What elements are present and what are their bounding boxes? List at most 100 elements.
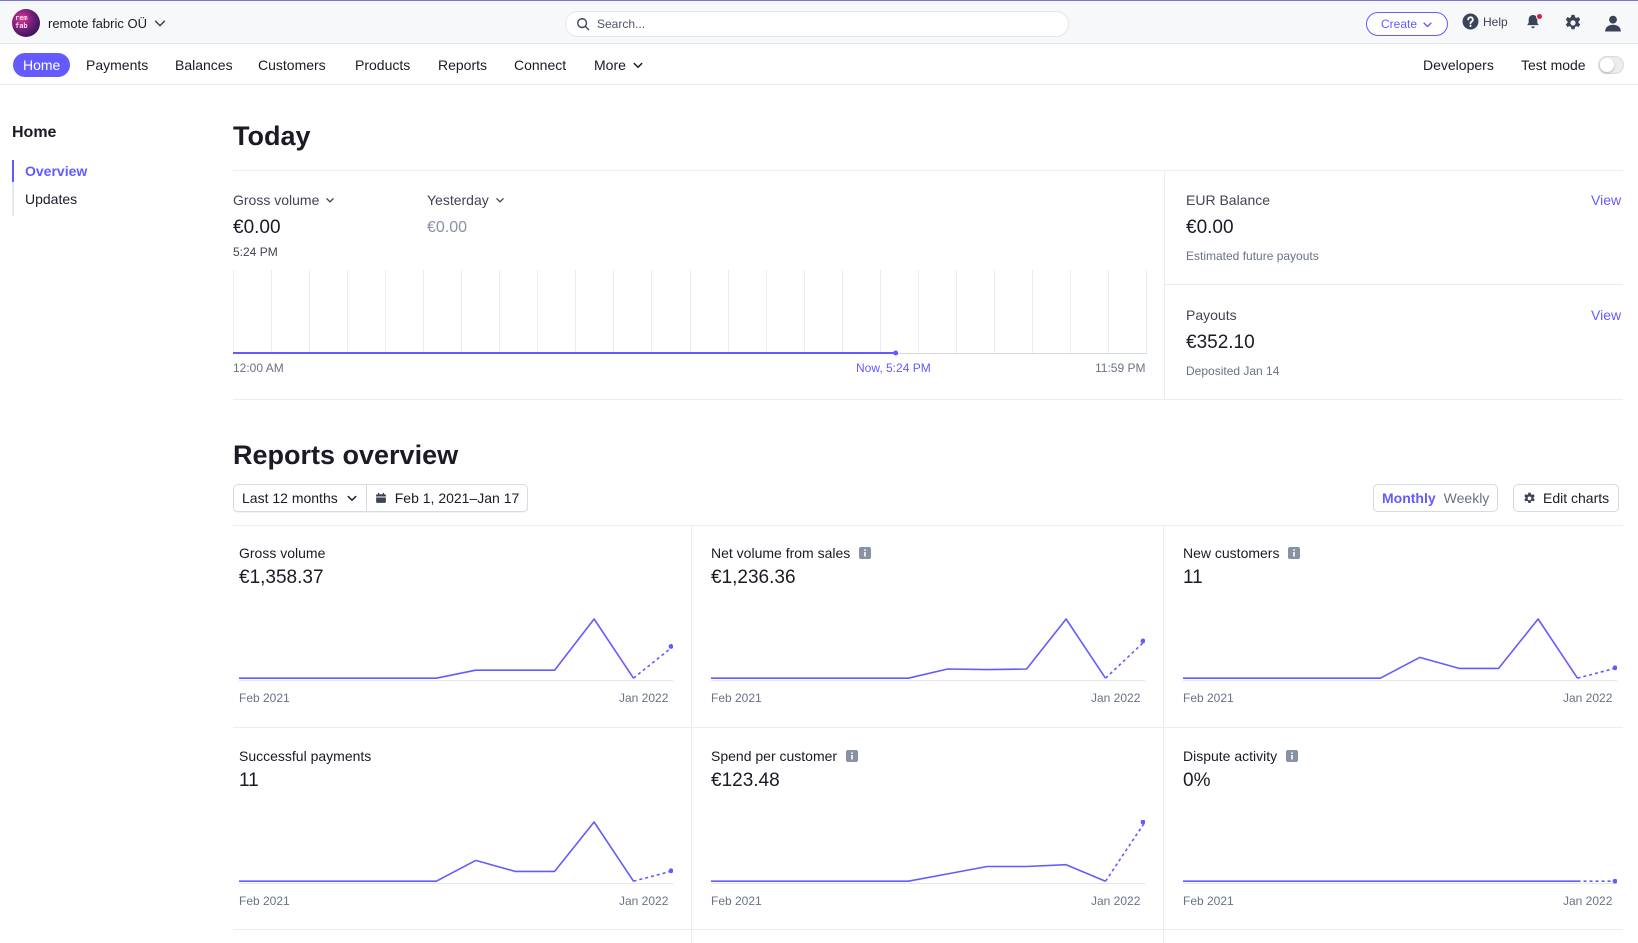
calendar-icon bbox=[375, 492, 386, 503]
payouts-label: Payouts bbox=[1186, 307, 1237, 323]
sidebar-item-updates[interactable]: Updates bbox=[25, 191, 78, 207]
report-card-value: 0% bbox=[1183, 770, 1211, 791]
yesterday-value: €0.00 bbox=[427, 219, 468, 236]
report-card[interactable]: Net volume from sales €1,236.36 Feb 2021 Ja… bbox=[705, 527, 1177, 729]
nav-home[interactable]: Home bbox=[13, 53, 71, 77]
notification-dot bbox=[1536, 13, 1543, 20]
report-card[interactable]: New customers 11 Feb 2021 Jan 2022 bbox=[1177, 527, 1638, 729]
divider bbox=[1163, 525, 1164, 943]
x-tick-end: Jan 2022 bbox=[1091, 691, 1141, 705]
range-dropdown[interactable]: Last 12 months bbox=[234, 485, 366, 511]
payouts-subtitle: Deposited Jan 14 bbox=[1186, 364, 1280, 378]
report-card[interactable]: Gross volume €1,358.37 Feb 2021 Jan 2022 bbox=[233, 527, 705, 729]
chevron-down-icon bbox=[633, 62, 643, 68]
help-label: Help bbox=[1483, 14, 1508, 29]
info-icon[interactable] bbox=[1286, 750, 1299, 762]
series-line bbox=[711, 618, 1107, 679]
x-tick-end: 11:59 PM bbox=[1095, 361, 1146, 375]
report-card[interactable]: Spend per customer €123.48 Feb 2021 Jan 202… bbox=[705, 730, 1177, 932]
series-partial-line bbox=[1577, 667, 1617, 679]
report-card[interactable]: Dispute activity 0% Feb 2021 Jan 2022 bbox=[1177, 730, 1638, 932]
test-mode-toggle[interactable] bbox=[1598, 56, 1624, 74]
edit-charts-label: Edit charts bbox=[1543, 490, 1610, 506]
notifications-button[interactable] bbox=[1525, 13, 1543, 32]
report-sparkline bbox=[1183, 878, 1617, 884]
series-last-point bbox=[1140, 638, 1145, 644]
search-input[interactable] bbox=[597, 17, 1047, 31]
nav-connect[interactable]: Connect bbox=[514, 57, 567, 73]
sidebar-item-overview[interactable]: Overview bbox=[25, 163, 88, 179]
eur-balance-value: €0.00 bbox=[1186, 217, 1234, 238]
x-tick-start: Feb 2021 bbox=[239, 894, 290, 908]
payouts-view-link[interactable]: View bbox=[1591, 307, 1622, 323]
date-range-picker[interactable]: Feb 1, 2021–Jan 17 bbox=[365, 485, 528, 511]
nav-more[interactable]: More bbox=[594, 53, 644, 77]
today-title: Today bbox=[233, 121, 311, 151]
nav-payments[interactable]: Payments bbox=[86, 57, 149, 73]
series-last-point bbox=[1140, 820, 1145, 825]
divider bbox=[233, 727, 1623, 728]
report-card-value: €123.48 bbox=[711, 770, 780, 791]
test-mode-label: Test mode bbox=[1521, 57, 1586, 73]
top-bar: remote fabric OÜ Create Help bbox=[0, 0, 1638, 44]
x-tick-end: Jan 2022 bbox=[619, 691, 669, 705]
info-icon[interactable] bbox=[859, 547, 872, 559]
help-button[interactable]: Help bbox=[1462, 13, 1508, 30]
report-sparkline bbox=[711, 618, 1145, 681]
sidebar-active-indicator bbox=[12, 160, 14, 182]
x-tick-start: Feb 2021 bbox=[711, 894, 762, 908]
report-card-title: New customers bbox=[1183, 545, 1301, 561]
date-filter: Last 12 months Feb 1, 2021–Jan 17 bbox=[233, 484, 529, 512]
series-line bbox=[711, 863, 1106, 882]
weekly-option[interactable]: Weekly bbox=[1443, 490, 1490, 506]
create-label: Create bbox=[1380, 17, 1418, 31]
info-icon[interactable] bbox=[846, 750, 859, 762]
x-tick-start: Feb 2021 bbox=[711, 691, 762, 705]
eur-balance-subtitle: Estimated future payouts bbox=[1186, 249, 1319, 263]
series-line bbox=[239, 618, 635, 679]
create-button[interactable]: Create bbox=[1366, 12, 1448, 36]
eur-balance-label: EUR Balance bbox=[1186, 192, 1271, 208]
settings-gear-icon[interactable] bbox=[1564, 14, 1582, 32]
edit-charts-button[interactable]: Edit charts bbox=[1513, 484, 1620, 512]
x-tick-end: Jan 2022 bbox=[619, 894, 669, 908]
search-box[interactable] bbox=[565, 11, 1069, 37]
x-tick-end: Jan 2022 bbox=[1563, 691, 1613, 705]
user-profile-icon[interactable] bbox=[1604, 14, 1622, 32]
report-card[interactable]: Successful payments 11 Feb 2021 Jan 2022 bbox=[233, 730, 705, 932]
account-switcher[interactable]: remote fabric OÜ bbox=[12, 9, 167, 37]
divider bbox=[233, 929, 1623, 930]
search-icon bbox=[577, 18, 590, 31]
report-card-title-text: Spend per customer bbox=[711, 748, 838, 764]
series-last-point bbox=[1612, 665, 1617, 671]
report-card-title-text: Net volume from sales bbox=[711, 545, 851, 561]
date-range-label: Feb 1, 2021–Jan 17 bbox=[394, 490, 520, 506]
report-card-title: Spend per customer bbox=[711, 748, 859, 764]
report-card-title-text: Gross volume bbox=[239, 545, 326, 561]
x-tick-start: 12:00 AM bbox=[233, 361, 284, 375]
divider bbox=[233, 399, 1623, 400]
report-sparkline bbox=[239, 821, 673, 884]
nav-products[interactable]: Products bbox=[355, 57, 411, 73]
help-icon bbox=[1462, 13, 1479, 30]
main-nav: Home Payments Balances Customers Product… bbox=[0, 45, 1638, 85]
nav-balances[interactable]: Balances bbox=[175, 57, 233, 73]
account-logo bbox=[12, 9, 40, 37]
balance-view-link[interactable]: View bbox=[1591, 192, 1622, 208]
report-card-title-text: Dispute activity bbox=[1183, 748, 1278, 764]
x-tick-end: Jan 2022 bbox=[1091, 894, 1141, 908]
report-card-title-text: New customers bbox=[1183, 545, 1280, 561]
monthly-option[interactable]: Monthly bbox=[1382, 490, 1436, 506]
gross-volume-selector[interactable]: Gross volume bbox=[233, 192, 335, 208]
nav-customers[interactable]: Customers bbox=[258, 57, 326, 73]
series-last-point bbox=[668, 644, 673, 649]
x-tick-end: Jan 2022 bbox=[1563, 894, 1613, 908]
chevron-down-icon bbox=[496, 198, 504, 203]
divider bbox=[691, 525, 692, 943]
range-label: Last 12 months bbox=[242, 490, 338, 506]
report-card-title: Gross volume bbox=[239, 545, 325, 561]
nav-reports[interactable]: Reports bbox=[438, 57, 488, 73]
yesterday-selector[interactable]: Yesterday bbox=[427, 192, 505, 208]
info-icon[interactable] bbox=[1288, 547, 1301, 559]
nav-developers[interactable]: Developers bbox=[1423, 57, 1494, 73]
